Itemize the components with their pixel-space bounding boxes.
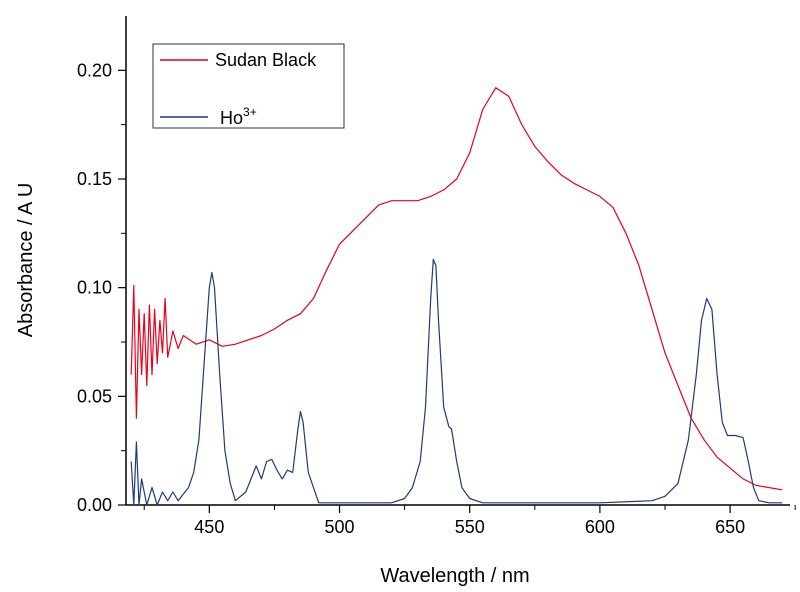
x-tick-label: 500 — [324, 517, 354, 537]
axes: 450 500 550 600 650 0.00 0.05 0.10 0.15 0.20 — [77, 16, 796, 537]
x-tick-label: 600 — [585, 517, 615, 537]
legend: Sudan Black Ho3+ — [152, 43, 345, 129]
legend-box — [152, 43, 345, 129]
legend-label-ho-base: Ho — [220, 108, 243, 128]
y-tick-label: 0.05 — [77, 386, 112, 406]
x-axis-label: Wavelength / nm — [380, 565, 529, 587]
series-line-ho — [130, 258, 783, 506]
y-tick-label: 0.10 — [77, 278, 112, 298]
legend-label-sudan-black: Sudan Black — [215, 50, 317, 70]
legend-label-ho-sup: 3+ — [243, 105, 257, 119]
legend-label-ho: Ho3+ — [220, 105, 257, 128]
y-tick-label: 0.00 — [77, 495, 112, 515]
y-axis-label: Absorbance / A U — [15, 183, 37, 338]
x-tick-label: 450 — [194, 517, 224, 537]
x-tick-label: 650 — [715, 517, 745, 537]
x-tick-label: 550 — [455, 517, 485, 537]
y-tick-label: 0.20 — [77, 60, 112, 80]
y-tick-label: 0.15 — [77, 169, 112, 189]
series-line-sudan-black — [130, 87, 783, 491]
series-lines — [130, 87, 783, 506]
